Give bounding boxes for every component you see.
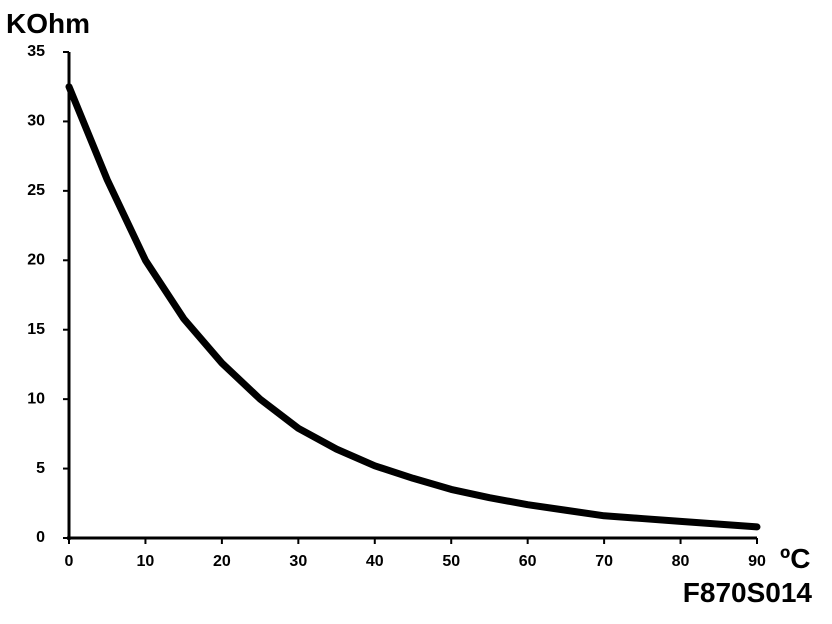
- y-tick-label: 10: [27, 390, 45, 407]
- curve: [65, 83, 761, 531]
- figure-code: F870S014: [683, 577, 813, 608]
- x-tick-label: 90: [748, 553, 766, 570]
- x-tick-label: 70: [595, 553, 613, 570]
- x-tick-label: 0: [65, 553, 74, 570]
- x-tick-label: 10: [137, 553, 155, 570]
- y-tick-label: 25: [27, 182, 45, 199]
- y-tick-label: 15: [27, 321, 45, 338]
- x-tick-label: 40: [366, 553, 384, 570]
- x-tick-label: 30: [289, 553, 307, 570]
- x-axis-title: ºC: [780, 543, 810, 574]
- x-tick-label: 20: [213, 553, 231, 570]
- y-axis-title: KOhm: [6, 8, 90, 39]
- x-tick-label: 50: [442, 553, 460, 570]
- y-tick-label: 30: [27, 113, 45, 130]
- y-tick-label: 0: [36, 529, 45, 546]
- x-tick-label: 80: [672, 553, 690, 570]
- y-tick-label: 5: [36, 460, 45, 477]
- y-tick-label: 35: [27, 43, 45, 60]
- y-tick-label: 20: [27, 252, 45, 269]
- x-tick-label: 60: [519, 553, 537, 570]
